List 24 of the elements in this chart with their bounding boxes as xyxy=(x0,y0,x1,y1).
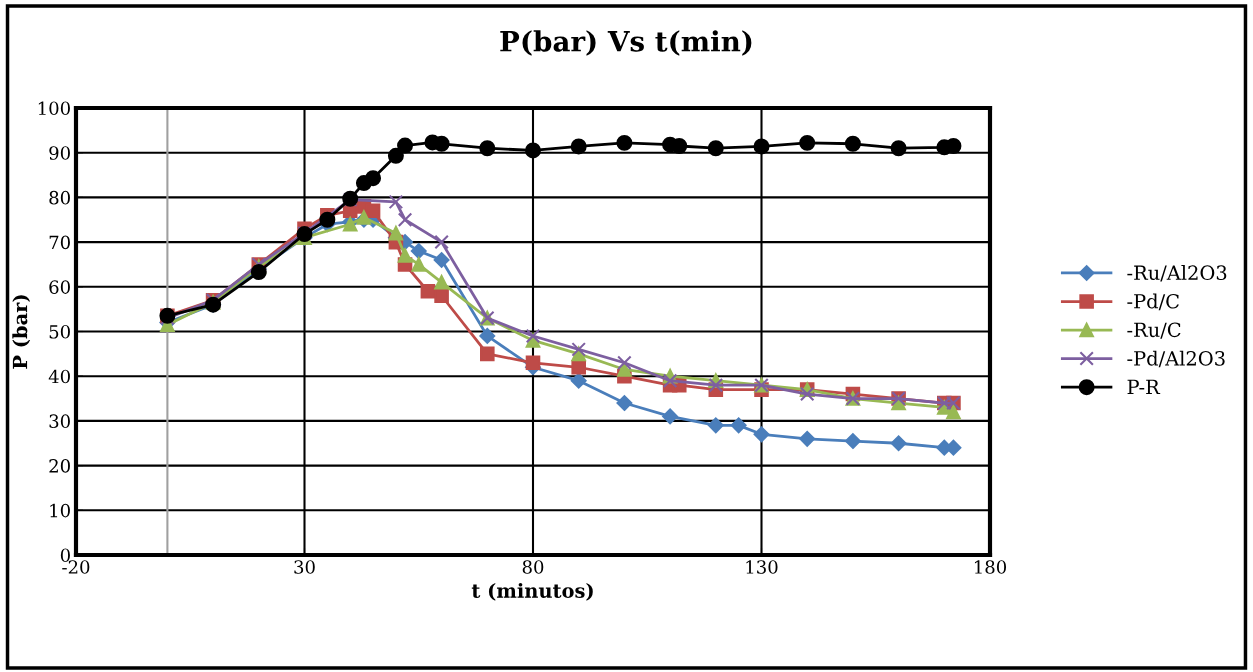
y-tick-label: 60 xyxy=(49,280,70,294)
y-axis-title: P (bar) xyxy=(12,295,31,369)
y-tick-label: 80 xyxy=(49,190,70,205)
y-tick-label: 100 xyxy=(38,101,70,116)
x-tick-label: 80 xyxy=(522,560,544,574)
y-tick-label: 10 xyxy=(50,503,70,518)
legend-label: P-R xyxy=(1127,379,1161,394)
legend-label: -Ru/C xyxy=(1127,322,1181,339)
x-tick-label: -20 xyxy=(62,560,90,574)
y-tick-label: 30 xyxy=(49,414,70,429)
y-tick-label: 90 xyxy=(49,146,70,160)
x-axis-title: t (minutos) xyxy=(471,582,593,601)
legend-label: -Ru/Al2O3 xyxy=(1127,265,1227,282)
legend-label: -Pd/C xyxy=(1127,293,1179,311)
y-tick-label: 20 xyxy=(49,459,70,473)
y-tick-label: 40 xyxy=(48,369,70,384)
y-tick-label: 70 xyxy=(49,235,70,250)
x-tick-label: 30 xyxy=(294,560,315,574)
y-tick-label: 0 xyxy=(60,548,70,563)
y-tick-label: 50 xyxy=(49,324,70,339)
x-tick-label: 180 xyxy=(974,560,1007,574)
legend-label: -Pd/Al2O3 xyxy=(1127,350,1225,368)
x-tick-label: 130 xyxy=(746,560,778,574)
chart-title: P(bar) Vs t(min) xyxy=(500,30,752,56)
